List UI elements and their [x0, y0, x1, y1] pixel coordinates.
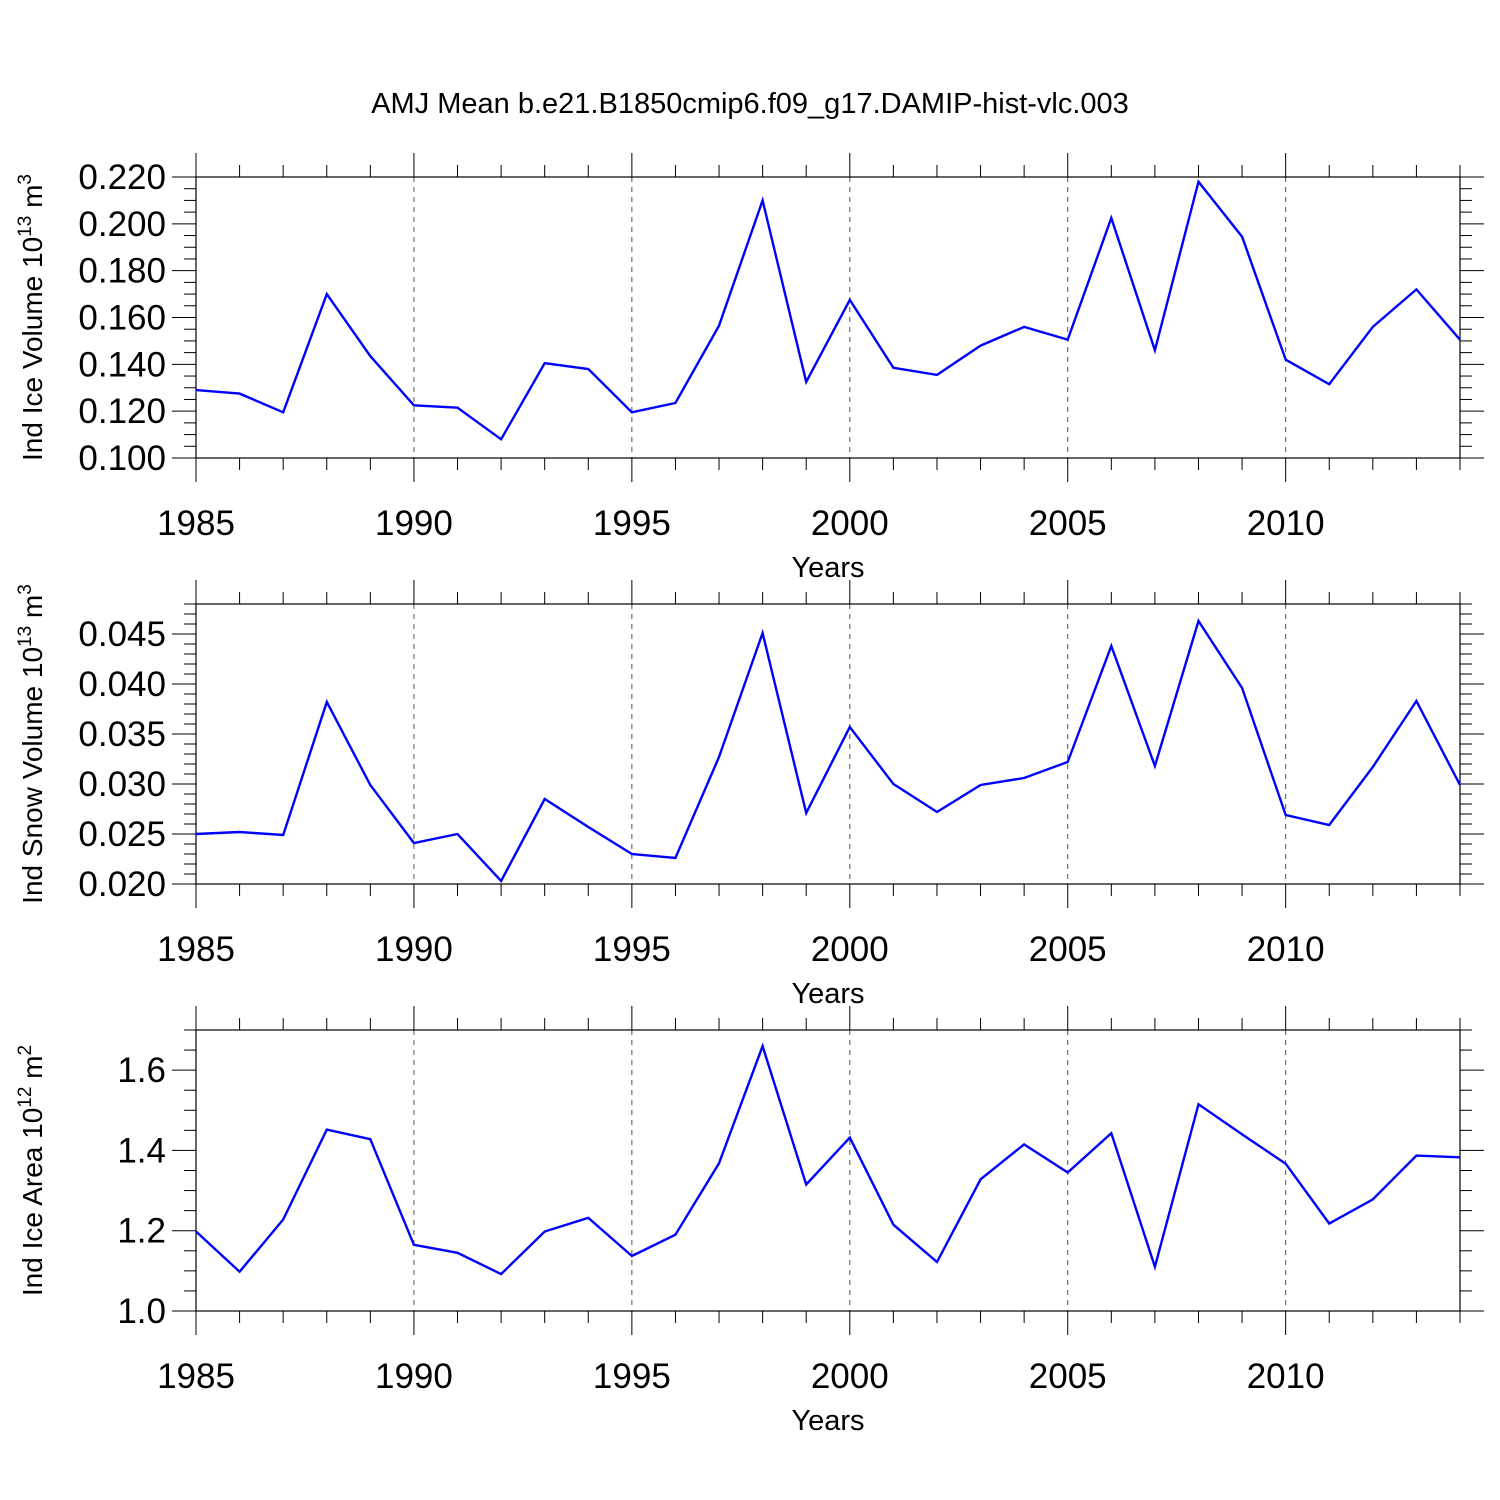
x-tick-label: 2000 — [811, 504, 889, 543]
x-tick-label: 2005 — [1029, 930, 1107, 969]
y-axis-label: Ind Ice Volume 1013 m3 — [15, 174, 48, 461]
y-tick-label: 0.160 — [78, 299, 166, 338]
panel-3: 1.0 1.2 1.4 1.6 1985 1990 1995 2000 2005 2010 Year… — [15, 1006, 1484, 1437]
y-tick-label: 0.120 — [78, 392, 166, 431]
x-tick-label: 1995 — [593, 930, 671, 969]
panel-1: 0.100 0.120 0.140 0.160 0.180 0.200 0.220 1985 1… — [15, 153, 1484, 584]
x-tick-label: 2000 — [811, 1357, 889, 1396]
x-tick-label: 1995 — [593, 504, 671, 543]
x-tick-label: 1990 — [375, 504, 453, 543]
y-tick-label: 0.020 — [78, 865, 166, 904]
x-tick-label: 2005 — [1029, 504, 1107, 543]
y-tick-label: 0.030 — [78, 765, 166, 804]
y-tick-label: 0.220 — [78, 158, 166, 197]
y-tick-label: 0.180 — [78, 252, 166, 291]
y-axis-label: Ind Snow Volume 1013 m3 — [15, 584, 48, 904]
y-tick-label: 0.040 — [78, 665, 166, 704]
x-axis-label: Years — [791, 552, 864, 584]
x-axis-label: Years — [791, 978, 864, 1010]
y-tick-label: 0.025 — [78, 815, 166, 854]
y-tick-label: 1.6 — [117, 1051, 166, 1090]
x-tick-label: 2010 — [1247, 930, 1325, 969]
x-tick-label: 2000 — [811, 930, 889, 969]
y-tick-label: 0.140 — [78, 345, 166, 384]
y-axis-label: Ind Ice Area 1012 m2 — [15, 1045, 48, 1296]
plot-frame — [195, 1029, 1461, 1312]
x-tick-label: 1985 — [157, 930, 235, 969]
x-tick-label: 2005 — [1029, 1357, 1107, 1396]
x-tick-label: 2010 — [1247, 1357, 1325, 1396]
x-tick-label: 1990 — [375, 1357, 453, 1396]
x-tick-label: 1995 — [593, 1357, 671, 1396]
chart-title: AMJ Mean b.e21.B1850cmip6.f09_g17.DAMIP-… — [371, 88, 1129, 120]
y-tick-label: 0.045 — [78, 615, 166, 654]
x-tick-label: 1985 — [157, 504, 235, 543]
y-tick-label: 1.4 — [117, 1131, 166, 1170]
x-tick-label: 2010 — [1247, 504, 1325, 543]
series-line — [195, 618, 1462, 884]
y-tick-label: 1.2 — [117, 1212, 166, 1251]
y-tick-label: 0.200 — [78, 205, 166, 244]
plot-frame — [195, 603, 1461, 885]
y-tick-label: 0.035 — [78, 715, 166, 754]
y-tick-label: 1.0 — [117, 1292, 166, 1331]
x-tick-label: 1985 — [157, 1357, 235, 1396]
x-axis-label: Years — [791, 1405, 864, 1437]
x-tick-label: 1990 — [375, 930, 453, 969]
series-line — [195, 179, 1461, 442]
series-line — [195, 1042, 1461, 1276]
panel-2: 0.020 0.025 0.030 0.035 0.040 0.045 1985 1990 19… — [15, 580, 1484, 1010]
y-tick-label: 0.100 — [78, 439, 166, 478]
